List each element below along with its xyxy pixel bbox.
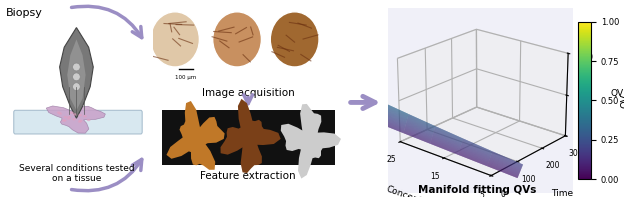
Ellipse shape	[67, 116, 71, 118]
Y-axis label: Time: Time	[550, 189, 573, 197]
Ellipse shape	[270, 12, 319, 67]
FancyBboxPatch shape	[170, 50, 180, 84]
Ellipse shape	[208, 8, 266, 71]
Ellipse shape	[87, 119, 90, 121]
Ellipse shape	[72, 73, 80, 81]
Ellipse shape	[64, 116, 67, 118]
Ellipse shape	[57, 112, 61, 114]
Polygon shape	[46, 106, 105, 133]
Text: Manifold fitting QVs: Manifold fitting QVs	[418, 185, 537, 195]
Ellipse shape	[72, 118, 76, 120]
Ellipse shape	[213, 12, 261, 67]
Polygon shape	[167, 101, 225, 170]
Polygon shape	[281, 104, 341, 178]
FancyBboxPatch shape	[162, 110, 334, 165]
Text: Feature extraction: Feature extraction	[200, 171, 296, 181]
Text: Image acquisition: Image acquisition	[202, 88, 295, 98]
Text: Several conditions tested
on a tissue: Several conditions tested on a tissue	[19, 164, 134, 183]
Ellipse shape	[73, 113, 77, 116]
Ellipse shape	[63, 119, 67, 122]
Polygon shape	[67, 39, 85, 110]
X-axis label: Concentration: Concentration	[385, 184, 449, 197]
Ellipse shape	[72, 83, 80, 91]
Ellipse shape	[78, 114, 82, 116]
FancyBboxPatch shape	[14, 110, 142, 134]
Ellipse shape	[70, 112, 74, 114]
Ellipse shape	[79, 120, 82, 122]
Ellipse shape	[150, 12, 200, 67]
Ellipse shape	[58, 112, 62, 115]
FancyBboxPatch shape	[289, 50, 300, 84]
Ellipse shape	[62, 119, 66, 122]
Ellipse shape	[83, 115, 87, 117]
Ellipse shape	[146, 8, 204, 71]
Text: 100 μm: 100 μm	[175, 75, 197, 80]
FancyBboxPatch shape	[232, 50, 243, 84]
Ellipse shape	[266, 8, 323, 71]
Polygon shape	[220, 99, 281, 173]
Polygon shape	[60, 28, 93, 118]
Ellipse shape	[72, 63, 80, 71]
Y-axis label: QV: QV	[621, 93, 624, 108]
Ellipse shape	[78, 121, 82, 123]
Text: Biopsy: Biopsy	[6, 8, 43, 18]
Ellipse shape	[67, 117, 71, 120]
